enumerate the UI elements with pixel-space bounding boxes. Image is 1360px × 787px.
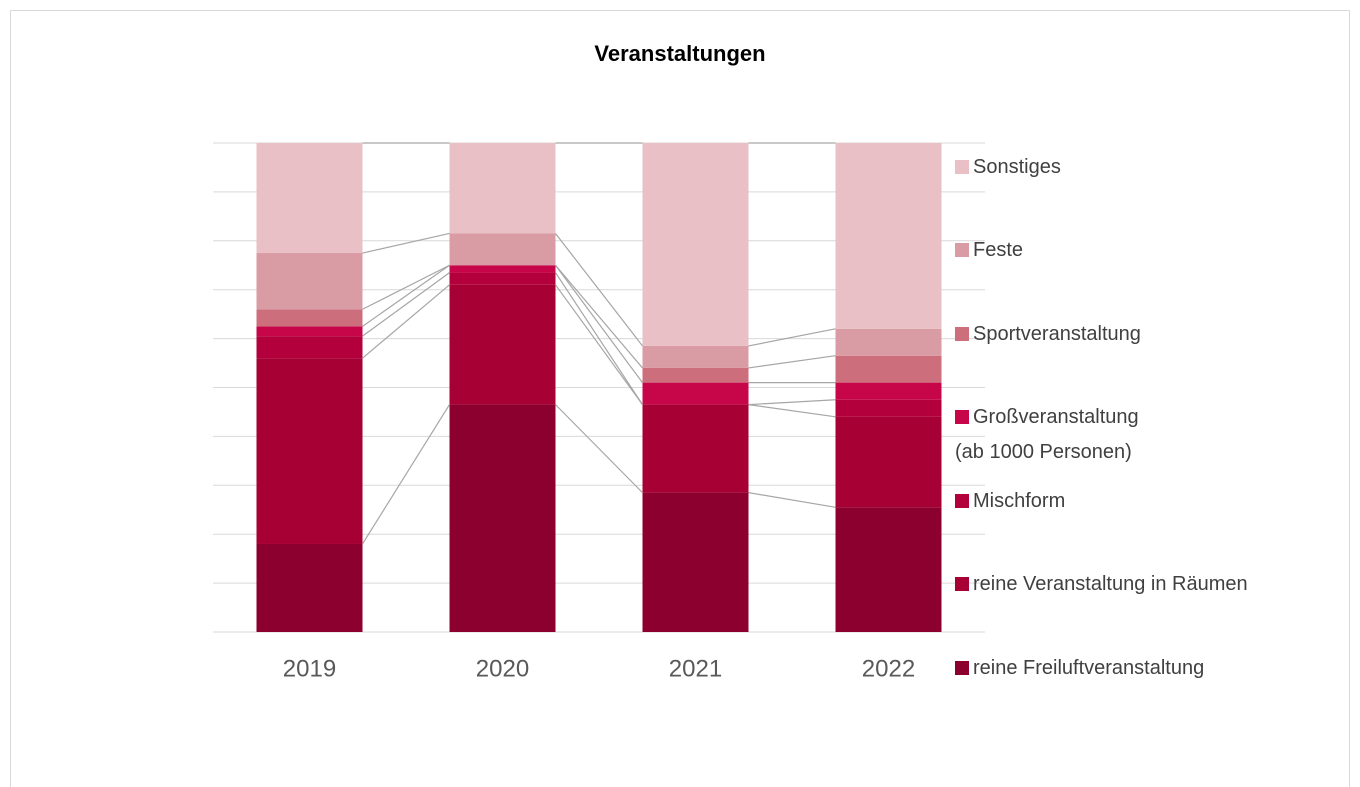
bar-segment	[835, 355, 942, 383]
series-line	[748, 492, 836, 508]
series-line	[554, 272, 644, 405]
x-tick-label: 2020	[476, 655, 529, 682]
bar-segment	[835, 416, 942, 508]
series-line	[555, 284, 643, 405]
legend-label: Feste	[973, 239, 1024, 261]
legend-swatch	[955, 243, 969, 257]
bar-segment	[835, 328, 942, 356]
series-line	[748, 399, 836, 406]
bar-segment	[256, 143, 363, 254]
legend-label: reine Veranstaltung in Räumen	[973, 573, 1248, 595]
series-line	[748, 404, 836, 418]
legend-item: Sonstiges	[955, 150, 1061, 185]
legend-item: Sportveranstaltung	[955, 317, 1141, 352]
series-line	[555, 233, 643, 347]
legend-label: Mischform	[973, 490, 1066, 512]
legend-label: Großveranstaltung (ab 1000 Personen)	[955, 406, 1139, 463]
bar-segment	[256, 326, 363, 337]
legend-swatch	[955, 410, 969, 424]
legend-item: Mischform	[955, 484, 1065, 519]
bar-segment	[642, 143, 749, 346]
bar-segment	[256, 543, 363, 632]
bar-segment	[835, 382, 942, 400]
series-line	[362, 264, 450, 327]
bar-segment	[449, 143, 556, 234]
series-line	[362, 264, 450, 310]
series-line	[361, 404, 451, 545]
series-line	[748, 328, 836, 347]
bar-segment	[449, 233, 556, 266]
x-tick-label: 2019	[283, 655, 336, 682]
legend-item: reine Veranstaltung in Räumen	[955, 567, 1248, 602]
legend-swatch	[955, 661, 969, 675]
series-line	[362, 232, 450, 254]
series-line	[555, 264, 643, 369]
bar-segment	[642, 382, 749, 405]
legend-swatch	[955, 494, 969, 508]
x-tick-label: 2021	[669, 655, 722, 682]
bar-segment	[642, 345, 749, 368]
series-line	[362, 272, 450, 337]
x-tick-label: 2022	[862, 655, 915, 682]
legend-item: reine Freiluftveranstaltung	[955, 651, 1204, 686]
series-line	[362, 284, 450, 359]
bar-segment	[256, 358, 363, 544]
bar-segment	[449, 265, 556, 273]
bar-segment	[835, 399, 942, 417]
legend-label: Sportveranstaltung	[973, 323, 1141, 345]
bar-segment	[449, 272, 556, 285]
frame	[10, 10, 1350, 787]
bar-segment	[449, 404, 556, 632]
bar-segment	[256, 253, 363, 310]
series-line	[555, 404, 643, 494]
bar-segment	[449, 284, 556, 405]
chart-title: Veranstaltungen	[594, 41, 765, 66]
bar-segment	[642, 404, 749, 493]
legend-label: reine Freiluftveranstaltung	[973, 657, 1205, 679]
legend-label: Sonstiges	[973, 156, 1061, 178]
legend-item: Großveranstaltung (ab 1000 Personen)	[955, 400, 1139, 470]
bar-segment	[835, 507, 942, 632]
legend-item: Feste	[955, 233, 1023, 268]
bar-segment	[256, 336, 363, 359]
bar-segment	[256, 309, 363, 327]
bar-segment	[642, 367, 749, 383]
bar-segment	[642, 492, 749, 632]
series-line	[555, 264, 643, 383]
bar-segment	[835, 143, 942, 329]
legend-swatch	[955, 577, 969, 591]
legend-swatch	[955, 160, 969, 174]
legend-swatch	[955, 327, 969, 341]
series-line	[748, 355, 836, 369]
